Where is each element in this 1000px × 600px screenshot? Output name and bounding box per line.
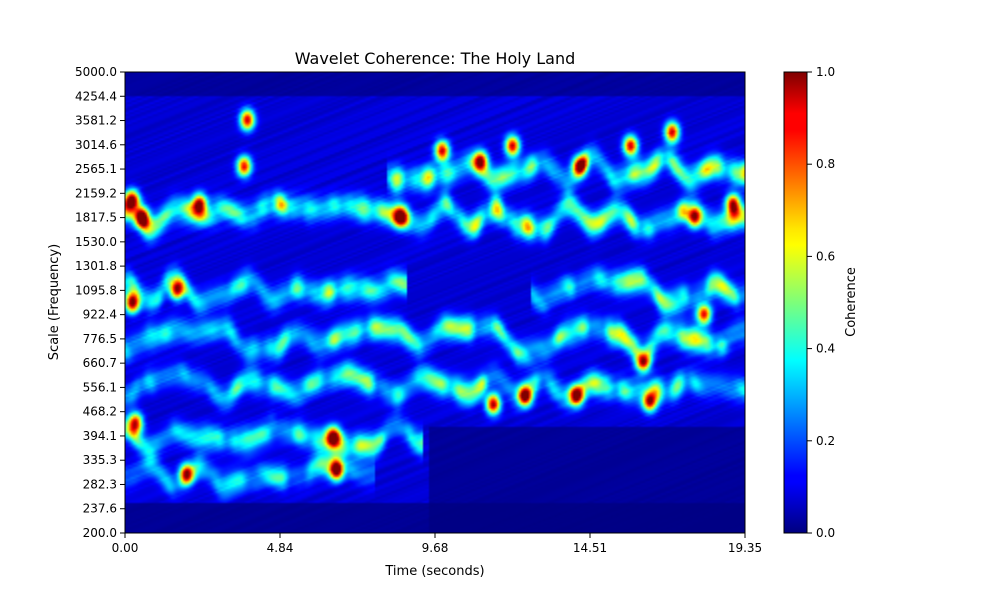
- x-tick-label: 19.35: [728, 541, 762, 555]
- y-axis: 200.0 237.6 282.3 335.3 394.1 468.2 556.1 660.7…: [75, 65, 125, 540]
- plot-area: [124, 71, 746, 534]
- y-tick-label: 2565.1: [75, 162, 117, 176]
- colorbar-tick-label: 0.2: [816, 434, 835, 448]
- y-tick-label: 237.6: [83, 502, 117, 516]
- y-tick-label: 5000.0: [75, 65, 117, 79]
- colorbar-ticks: 0.0 0.2 0.4 0.6 0.8 1.0: [807, 65, 835, 540]
- x-axis: 0.00 4.84 9.68 14.51 19.35: [112, 533, 762, 555]
- colorbar-tick-label: 1.0: [816, 65, 835, 79]
- heatmap-image: [125, 72, 745, 533]
- y-tick-label: 282.3: [83, 477, 117, 491]
- y-tick-label: 660.7: [83, 356, 117, 370]
- y-tick-label: 335.3: [83, 453, 117, 467]
- colorbar: 0.0 0.2 0.4 0.6 0.8 1.0 Coherence: [783, 65, 859, 540]
- y-tick-label: 468.2: [83, 405, 117, 419]
- y-tick-label: 776.5: [83, 332, 117, 346]
- colorbar-tick-label: 0.4: [816, 342, 835, 356]
- y-tick-label: 1817.5: [75, 211, 117, 225]
- heatmap-canvas: [125, 72, 745, 533]
- y-tick-label: 1530.0: [75, 235, 117, 249]
- colorbar-gradient: [783, 71, 808, 534]
- y-tick-label: 556.1: [83, 380, 117, 394]
- y-axis-label: Scale (Frequency): [47, 244, 62, 360]
- y-tick-label: 3014.6: [75, 138, 117, 152]
- y-tick-label: 394.1: [83, 429, 117, 443]
- y-tick-label: 922.4: [83, 308, 117, 322]
- y-tick-label: 4254.4: [75, 89, 117, 103]
- colorbar-tick-label: 0.0: [816, 526, 835, 540]
- y-tick-label: 3581.2: [75, 114, 117, 128]
- x-tick-label: 0.00: [112, 541, 139, 555]
- y-tick-label: 2159.2: [75, 186, 117, 200]
- x-axis-label: Time (seconds): [384, 564, 484, 579]
- x-tick-label: 4.84: [267, 541, 294, 555]
- y-tick-label: 200.0: [83, 526, 117, 540]
- x-tick-label: 9.68: [422, 541, 449, 555]
- x-tick-label: 14.51: [573, 541, 607, 555]
- y-tick-label: 1095.8: [75, 283, 117, 297]
- y-tick-label: 1301.8: [75, 259, 117, 273]
- colorbar-label: Coherence: [844, 267, 859, 337]
- colorbar-tick-label: 0.6: [816, 249, 835, 263]
- chart-title: Wavelet Coherence: The Holy Land: [295, 49, 576, 68]
- colorbar-tick-label: 0.8: [816, 157, 835, 171]
